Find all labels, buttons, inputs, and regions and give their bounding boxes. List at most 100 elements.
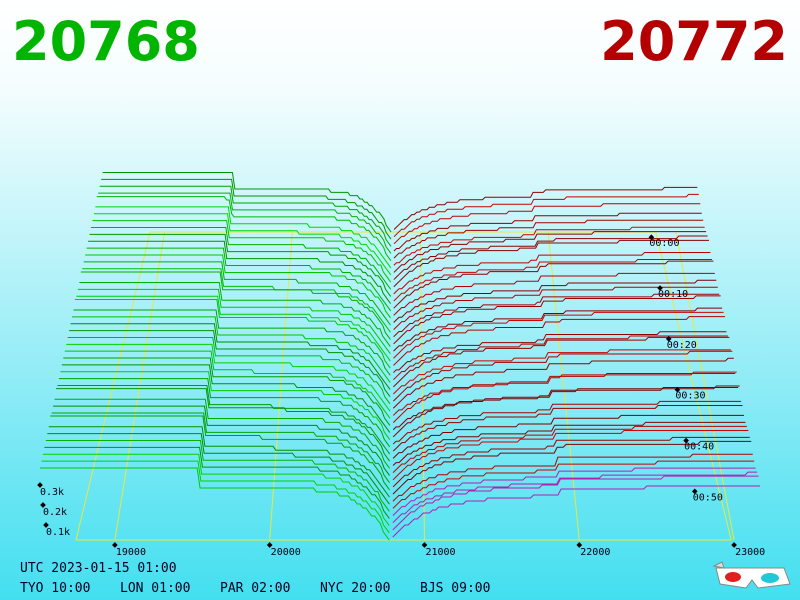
- bid-curve: [42, 453, 390, 526]
- tick-marker: [112, 542, 118, 548]
- bid-curve: [82, 268, 391, 333]
- bid-curve: [48, 426, 390, 498]
- ask-curve: [393, 239, 710, 288]
- ask-curve: [393, 307, 723, 352]
- ask-curve: [392, 371, 737, 423]
- ask-curve: [392, 471, 758, 524]
- time-label: 00:50: [693, 492, 723, 503]
- bid-curve: [47, 433, 390, 505]
- ask-curve: [393, 203, 701, 245]
- ask-curve: [393, 295, 721, 345]
- bid-curve: [40, 467, 390, 541]
- bid-curve: [61, 364, 391, 433]
- bid-price: 20768: [12, 10, 200, 73]
- bid-curve: [70, 323, 391, 390]
- ask-curve: [393, 311, 724, 359]
- bid-curve: [90, 226, 392, 290]
- city-clock: BJS 09:00: [420, 581, 490, 596]
- bid-curve: [79, 281, 391, 347]
- ask-curve: [392, 421, 746, 466]
- ask-curve: [392, 440, 752, 495]
- ask-curve: [392, 405, 743, 452]
- ask-curve: [393, 272, 715, 316]
- bid-curve: [83, 261, 391, 326]
- ask-curve: [392, 373, 736, 416]
- ask-curve: [393, 258, 712, 302]
- tick-marker: [421, 542, 428, 548]
- bid-curve: [92, 220, 392, 283]
- ask-curve: [392, 385, 740, 438]
- city-clocks: TYO 10:00 LON 01:00 PAR 02:00 NYC 20:00 BJS …: [20, 581, 490, 596]
- city-clock: NYC 20:00: [320, 581, 390, 596]
- tick-marker: [648, 234, 655, 241]
- ask-curve: [393, 186, 698, 230]
- bid-curve: [99, 185, 392, 247]
- city-clock: LON 01:00: [120, 581, 190, 596]
- ask-curve: [392, 357, 734, 409]
- bid-curve: [57, 385, 391, 455]
- ask-curve: [392, 467, 756, 516]
- bid-curve: [95, 206, 392, 269]
- ask-curve: [392, 414, 744, 459]
- bid-curve: [76, 295, 391, 362]
- plane-outline: [75, 231, 732, 541]
- time-label: 00:40: [684, 442, 714, 453]
- bid-curve: [66, 343, 391, 412]
- bid-curve: [89, 233, 392, 297]
- city-clock: PAR 02:00: [220, 581, 290, 596]
- bid-curve: [56, 388, 391, 462]
- ask-curve: [392, 436, 750, 488]
- ask-curve: [393, 335, 728, 381]
- bid-curve: [67, 336, 391, 405]
- depth-label: 0.3k: [40, 487, 64, 498]
- bid-curve: [72, 316, 391, 383]
- time-label: 00:10: [658, 289, 688, 300]
- tick-marker: [665, 336, 672, 342]
- ask-curve: [393, 350, 733, 402]
- utc-clock: UTC 2023-01-15 01:00: [20, 561, 177, 576]
- ask-curve: [393, 260, 714, 309]
- price-label: 21000: [425, 547, 455, 558]
- tick-marker: [576, 542, 583, 548]
- price-label: 19000: [116, 547, 146, 558]
- ask-curve: [392, 386, 739, 431]
- bid-curve: [53, 405, 390, 476]
- depth-curves: [40, 172, 760, 541]
- ask-curve: [392, 400, 742, 445]
- ask-curve: [393, 316, 726, 366]
- tick-marker: [691, 488, 698, 495]
- tick-marker: [266, 542, 273, 548]
- bid-curve: [41, 460, 390, 534]
- tick-marker: [731, 542, 737, 548]
- bid-curve: [69, 330, 391, 398]
- depth-label: 0.1k: [46, 527, 70, 538]
- 3d-glasses-button[interactable]: [712, 561, 791, 589]
- grid-line: [269, 231, 293, 541]
- time-label: 00:30: [675, 391, 705, 402]
- depth-label: 0.2k: [43, 507, 67, 518]
- bid-curve: [58, 378, 391, 448]
- ask-curve: [393, 336, 730, 388]
- ask-curve: [392, 485, 760, 538]
- ask-curve: [393, 331, 727, 373]
- ask-curve: [393, 349, 731, 395]
- bid-curve: [63, 357, 391, 426]
- ask-curve: [393, 235, 708, 280]
- bid-curve: [88, 240, 392, 304]
- city-clock: TYO 10:00: [20, 581, 90, 596]
- bid-curve: [96, 196, 392, 261]
- price-label: 20000: [271, 547, 301, 558]
- ask-curve: [392, 429, 749, 481]
- bid-curve: [54, 398, 391, 469]
- bid-curve: [102, 172, 392, 233]
- bid-curve: [60, 371, 391, 441]
- bid-curve: [73, 309, 391, 376]
- bid-curve: [80, 271, 391, 340]
- tick-marker: [674, 386, 681, 393]
- ask-curve: [393, 193, 699, 238]
- ask-curve: [393, 251, 711, 295]
- ask-curve: [393, 226, 705, 266]
- bid-curve: [86, 247, 392, 312]
- bid-curve: [64, 350, 391, 419]
